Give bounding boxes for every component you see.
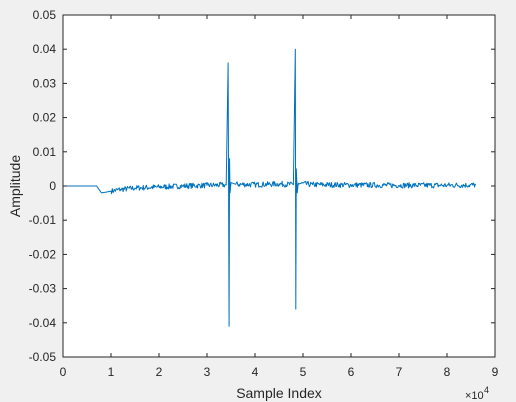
- y-tick-label: -0.01: [29, 213, 57, 227]
- x-axis-label: Sample Index: [236, 385, 322, 401]
- y-tick-label: 0: [49, 179, 56, 193]
- x-tick-label: 2: [156, 365, 163, 379]
- y-tick-label: -0.02: [29, 247, 57, 261]
- y-tick-label: -0.03: [29, 282, 57, 296]
- x-tick-label: 8: [444, 365, 451, 379]
- y-tick-label: -0.04: [29, 316, 57, 330]
- y-tick-label: 0.05: [33, 8, 57, 22]
- ticks-layer: 0 1 2 3 4 5 6 7 8 9 0.05 0.04 0.03 0.02 0.01 0 -0.01 -0.0…: [29, 8, 499, 379]
- x-tick-label: 1: [108, 365, 115, 379]
- x-exponent-power: 4: [484, 385, 489, 395]
- series-layer: [63, 48, 477, 327]
- x-tick-label: 5: [300, 365, 307, 379]
- x-exponent-base: ×10: [465, 390, 484, 402]
- y-tick-label: -0.05: [29, 350, 57, 364]
- x-tick-label: 3: [204, 365, 211, 379]
- x-tick-label: 7: [396, 365, 403, 379]
- series-line: [63, 48, 477, 327]
- y-tick-label: 0.03: [33, 76, 57, 90]
- y-tick-label: 0.04: [33, 42, 57, 56]
- x-tick-label: 9: [492, 365, 499, 379]
- x-tick-label: 6: [348, 365, 355, 379]
- x-tick-label: 4: [252, 365, 259, 379]
- x-tick-label: 0: [60, 365, 67, 379]
- y-tick-label: 0.02: [33, 111, 57, 125]
- y-tick-label: 0.01: [33, 145, 57, 159]
- plot-area: [63, 15, 495, 357]
- y-axis-label: Amplitude: [7, 155, 23, 217]
